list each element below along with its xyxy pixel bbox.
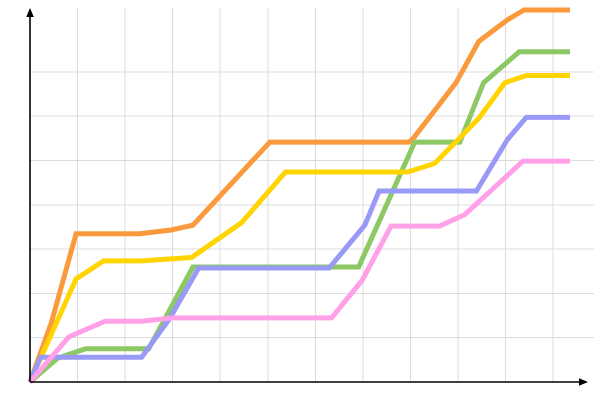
axes-group	[26, 8, 588, 386]
pink-series	[28, 158, 570, 384]
purple-series	[27, 114, 570, 383]
y-axis-arrowhead	[26, 8, 34, 17]
yellow-series	[27, 73, 570, 384]
orange-series	[27, 7, 570, 383]
series-lines	[27, 7, 570, 384]
x-axis-arrowhead	[579, 378, 588, 386]
horizontal-gridlines	[30, 71, 594, 339]
vertical-gridlines	[77, 8, 554, 382]
